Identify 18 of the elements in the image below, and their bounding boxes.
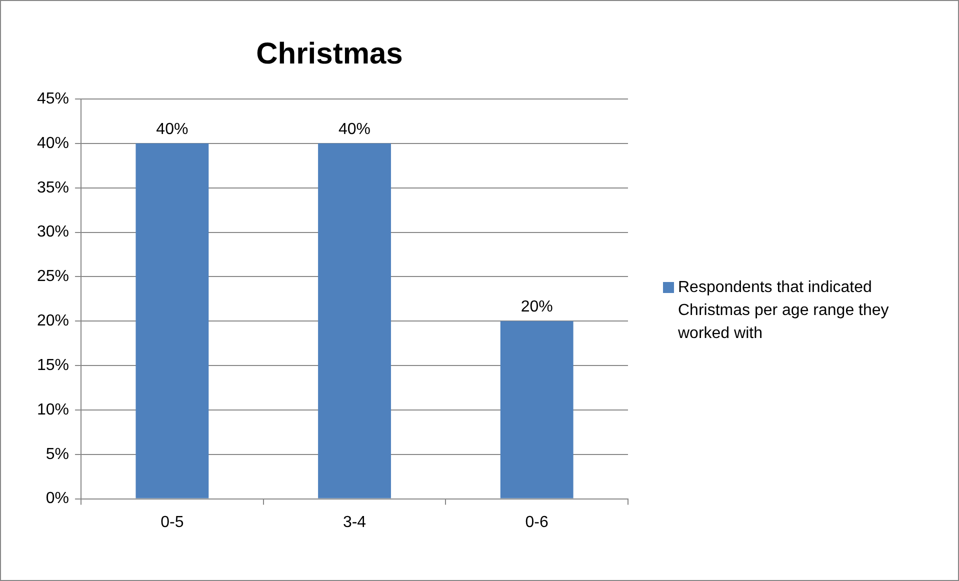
data-label: 20% — [520, 298, 553, 316]
y-tick-label: 35% — [36, 179, 70, 196]
x-tick-label: 0-5 — [160, 514, 184, 531]
x-tick-label: 0-6 — [525, 514, 548, 531]
legend-label: Respondents that indicated Christmas per age range they worked with — [678, 278, 890, 344]
data-label: 40% — [338, 120, 371, 138]
y-tick-label: 20% — [36, 312, 70, 330]
y-tick-label: 0% — [46, 490, 70, 508]
y-tick-label: 5% — [46, 446, 70, 463]
y-tick-label: 30% — [36, 224, 70, 241]
x-tick-label: 3-4 — [342, 514, 366, 531]
y-tick-label: 10% — [36, 401, 70, 418]
y-tick-label: 15% — [36, 356, 70, 374]
y-tick-label: 40% — [36, 134, 70, 152]
y-tick-label: 25% — [36, 268, 70, 286]
data-label: 40% — [156, 120, 188, 138]
y-tick-label: 45% — [36, 90, 70, 108]
chart-title: Christmas — [256, 37, 403, 70]
